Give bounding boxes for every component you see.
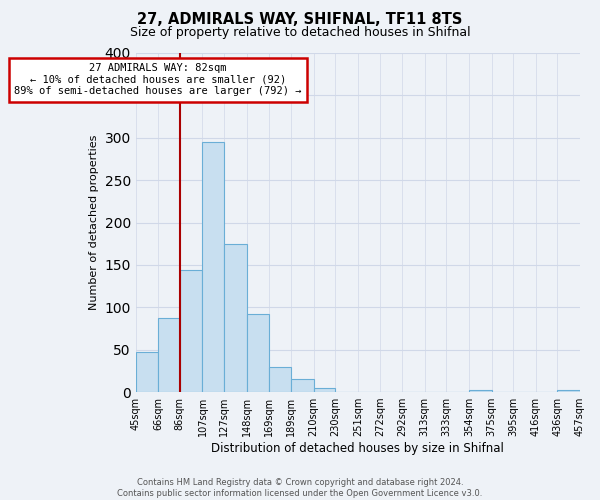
Bar: [469, 390, 491, 392]
Bar: [291, 380, 314, 392]
Text: Size of property relative to detached houses in Shifnal: Size of property relative to detached ho…: [130, 26, 470, 39]
Bar: [314, 388, 335, 392]
Text: 27 ADMIRALS WAY: 82sqm
← 10% of detached houses are smaller (92)
89% of semi-det: 27 ADMIRALS WAY: 82sqm ← 10% of detached…: [14, 63, 301, 96]
Bar: [247, 314, 269, 392]
Bar: [269, 366, 291, 392]
Bar: [202, 142, 224, 392]
Bar: [557, 390, 580, 392]
Bar: [224, 244, 247, 392]
X-axis label: Distribution of detached houses by size in Shifnal: Distribution of detached houses by size …: [211, 442, 504, 455]
Text: Contains HM Land Registry data © Crown copyright and database right 2024.
Contai: Contains HM Land Registry data © Crown c…: [118, 478, 482, 498]
Bar: [180, 270, 202, 392]
Y-axis label: Number of detached properties: Number of detached properties: [89, 135, 99, 310]
Text: 27, ADMIRALS WAY, SHIFNAL, TF11 8TS: 27, ADMIRALS WAY, SHIFNAL, TF11 8TS: [137, 12, 463, 28]
Bar: [158, 318, 180, 392]
Bar: [136, 352, 158, 392]
